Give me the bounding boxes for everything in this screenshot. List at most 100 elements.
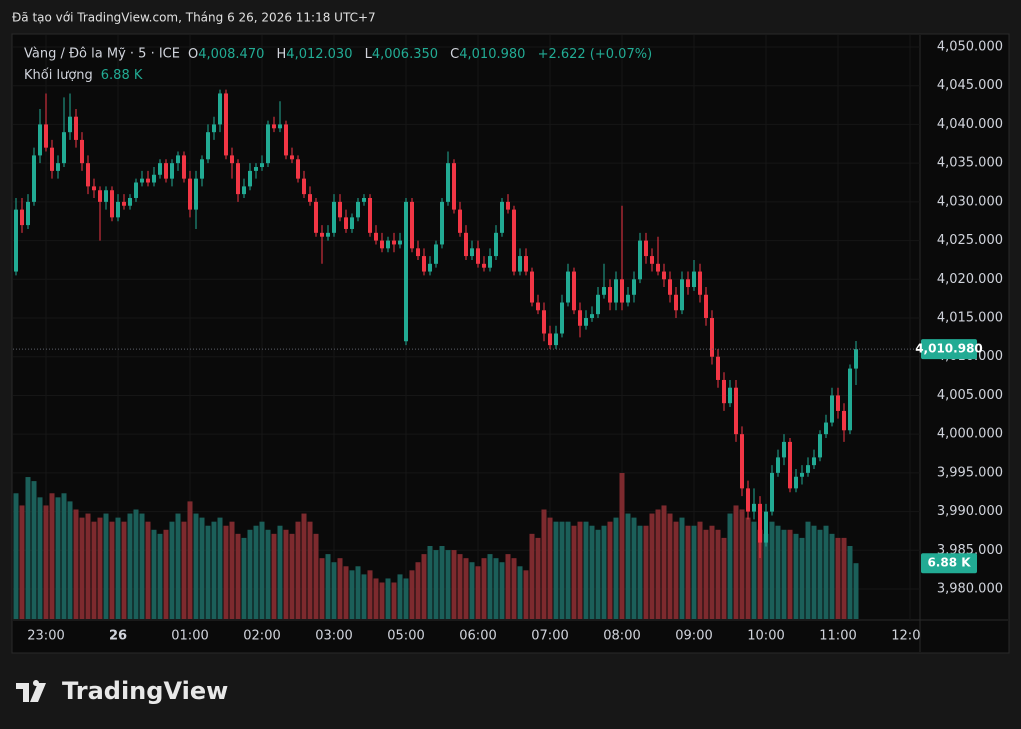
candle-body [404,201,408,342]
volume-bar [139,513,145,619]
y-tick-label: 4,030.000 [937,194,1003,209]
volume-bar [85,513,91,619]
volume-bar [421,554,427,619]
volume-bar [685,525,691,619]
candle-body [800,472,804,477]
volume-bar [217,517,223,619]
volume-bar [151,529,157,619]
candle-body [590,314,594,319]
candle-body [716,356,720,380]
candle-body [746,488,750,512]
candle-body [518,256,522,272]
candle-body [548,333,552,346]
candle-body [380,240,384,249]
volume-bar [103,513,109,619]
volume-bar [619,473,625,619]
volume-bar [631,517,637,619]
volume-bar [463,558,469,619]
candle-body [440,201,444,245]
ohlc-legend: O4,008.470 H4,012.030 L4,006.350 C4,010.… [188,47,652,62]
candle-body [200,159,204,179]
volume-bar [775,525,781,619]
x-tick-label: 10:00 [747,629,784,644]
candle-body [596,294,600,315]
candle-body [566,271,570,303]
x-tick-label: 23:00 [27,629,64,644]
candle-body [92,186,96,191]
candle-body [344,217,348,229]
x-tick-label: 12:00 [891,629,928,644]
volume-badge [921,553,977,574]
logo: TradingView [16,677,228,705]
low-value: 4,006.350 [372,47,438,62]
volume-bar [595,529,601,619]
volume-bar [541,509,547,619]
candle-body [182,155,186,179]
volume-bar [355,566,361,619]
candle-body [290,155,294,160]
volume-bar [127,513,133,619]
volume-bar [241,537,247,619]
volume-bar [457,554,463,619]
candle-body [434,244,438,264]
candle-body [44,124,48,148]
x-tick-label: 05:00 [387,629,424,644]
volume-bar [673,521,679,619]
volume-bar [235,533,241,619]
volume-bar [565,521,571,619]
candle-body [140,178,144,183]
candle-body [284,124,288,156]
candle-body [740,434,744,489]
volume-bar [295,521,301,619]
candle-body [302,178,306,195]
close-value: 4,010.980 [459,47,525,62]
volume-bar [829,533,835,619]
candle-body [452,163,456,210]
price-badge-label: 4,010.980 [915,342,983,356]
volume-bar [715,529,721,619]
candle-body [32,155,36,202]
candle-body [368,197,372,233]
volume-bar [547,517,553,619]
volume-bar [403,578,409,619]
candle-body [332,201,336,233]
volume-bar [433,550,439,619]
volume-bar [277,525,283,619]
volume-bar [811,525,817,619]
volume-bar [571,525,577,619]
candle-body [674,294,678,311]
volume-bar [229,521,235,619]
candle-body [176,155,180,164]
candle-body [572,271,576,311]
candle-body [386,240,390,249]
volume-badge-label: 6.88 K [927,556,971,570]
candle-body [236,163,240,195]
volume-bar [481,558,487,619]
volume-bar [301,513,307,619]
candle-body [20,209,24,226]
candle-body [38,124,42,156]
volume-bar [91,521,97,619]
volume-bar [835,537,841,619]
candle-body [704,294,708,319]
volume-bar [13,493,19,619]
volume-bar [847,546,853,619]
volume-bar [121,521,127,619]
close-key: C [450,47,459,62]
y-tick-label: 4,035.000 [937,156,1003,171]
volume-bar [679,517,685,619]
volume-bar [793,533,799,619]
volume-bar [757,529,763,619]
volume-bar [823,525,829,619]
candle-body [248,170,252,187]
volume-bar [469,562,475,619]
x-tick-label: 01:00 [171,629,208,644]
candle-body [224,93,228,156]
volume-bar [637,525,643,619]
volume-bar [487,554,493,619]
candle-body [14,209,18,272]
candle-body [104,190,108,202]
volume-bar [529,533,535,619]
logo-icon [16,680,46,702]
volume-bar [787,529,793,619]
